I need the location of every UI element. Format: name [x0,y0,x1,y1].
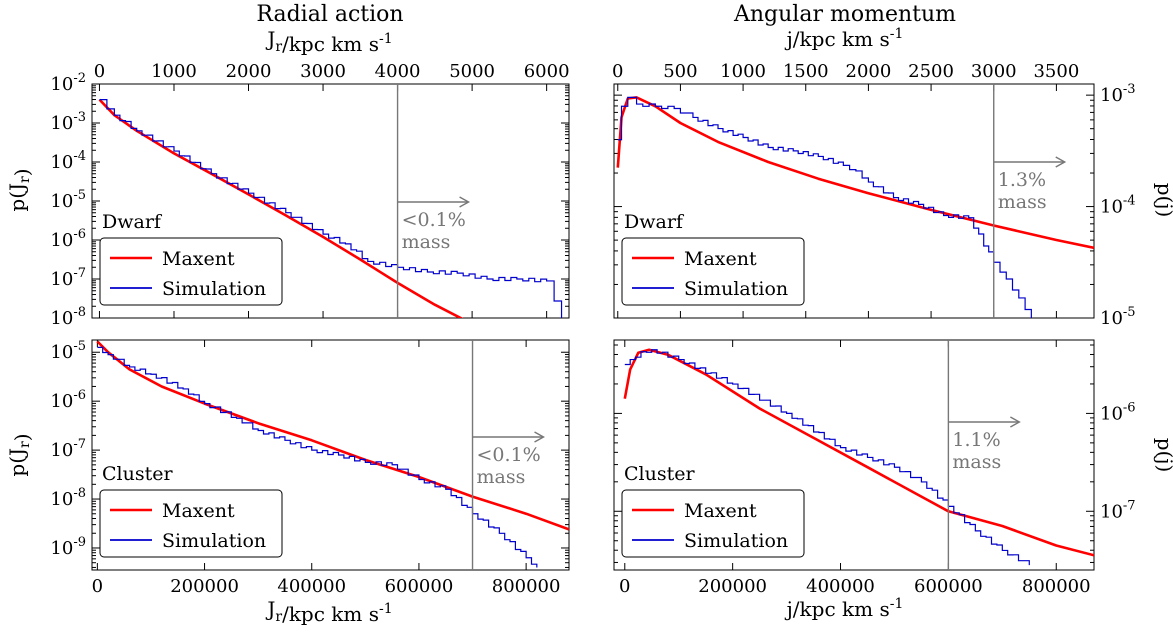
left-column-title: Radial action [256,2,403,27]
y-tick-label: 10-7 [50,266,86,290]
x-tick-label: 800000 [1022,576,1091,597]
x-tick-label: 3000 [300,61,346,82]
y-tick-label: 10-6 [50,227,86,251]
legend-entry: Maxent [684,500,757,522]
x-tick-label: 2000 [226,61,272,82]
y-tick-label: 10-4 [1100,194,1136,218]
plot-frame [613,339,1095,571]
x-tick-label: 1000 [151,61,197,82]
panel-label: Cluster [102,463,173,485]
right-top-ylabel: p(j) [1153,183,1173,218]
panel-label: Cluster [624,463,695,485]
plot-area [623,348,1094,566]
mass-fraction-label: <0.1% [402,209,466,231]
mass-label: mass [402,231,451,253]
panel-dwarf-radial: 0 1000 2000 3000 4000 5000 6000 10-2 10-3 10-4 10-… [50,61,569,329]
x-tick-label: 400000 [806,576,875,597]
y-tick-label: 10-8 [50,486,86,510]
x-tick-label: 500 [663,61,697,82]
panel-cluster-radial: 0 200000 400000 600000 800000 10-5 10-6 10-7 10-… [50,339,570,597]
y-tick-label: 10-6 [1100,400,1136,424]
left-bottom-xlabel: Jr/kpc km s-1 [265,597,392,626]
x-tick-label: 600000 [914,576,983,597]
legend-entry: Maxent [162,248,235,270]
x-tick-label: 6000 [524,61,570,82]
legend-entry: Simulation [162,530,266,552]
x-tick-label: 2500 [908,61,954,82]
legend: Maxent Simulation [621,237,805,306]
y-tick-label: 10-4 [50,149,86,173]
panel-label: Dwarf [102,211,163,233]
y-tick-label: 10-8 [50,305,86,329]
x-tick-label: 0 [94,61,105,82]
y-tick-label: 10-5 [50,339,86,363]
mass-label: mass [998,191,1047,213]
x-tick-label: 800000 [492,576,561,597]
left-bottom-ylabel: p(Jr) [5,433,34,476]
right-column-title: Angular momentum [733,2,956,27]
arrow-head-icon [1010,416,1021,428]
left-top-ylabel: p(Jr) [5,168,34,211]
mass-fraction-label: 1.1% [952,429,1000,451]
arrow-head-icon [1055,156,1067,168]
x-tick-label: 3000 [971,61,1017,82]
legend-entry: Simulation [684,278,788,300]
x-tick-label: 200000 [698,576,767,597]
simulation-line [617,96,1032,318]
x-tick-label: 0 [619,576,630,597]
x-tick-label: 0 [92,576,103,597]
legend: Maxent Simulation [621,489,805,558]
x-tick-label: 600000 [385,576,454,597]
x-tick-label: 400000 [277,576,346,597]
panel-label: Dwarf [624,211,685,233]
maxent-line [96,340,569,531]
panel-dwarf-angular: 0 500 1000 1500 2000 2500 3000 3500 10-3 10-4 10-5… [612,61,1136,329]
legend-entry: Maxent [162,500,235,522]
y-tick-label: 10-3 [50,110,86,134]
y-tick-label: 10-3 [1100,82,1136,106]
simulation-line [624,349,1030,566]
x-tick-label: 200000 [170,576,239,597]
mass-label: mass [477,466,526,488]
x-tick-label: 1000 [720,61,766,82]
y-tick-label: 10-6 [50,388,86,412]
y-tick-label: 10-7 [50,437,86,461]
y-tick-label: 10-2 [50,71,86,95]
plot-area [98,98,563,318]
x-tick-label: 3500 [1033,61,1079,82]
right-bottom-xlabel: j/kpc km s-1 [785,596,904,621]
y-tick-label: 10-5 [50,188,86,212]
legend-entry: Simulation [684,530,788,552]
right-bottom-ylabel: p(j) [1153,438,1173,473]
x-tick-label: 5000 [449,61,495,82]
maxent-line [616,96,1094,250]
maxent-line [623,348,1094,557]
plot-area [616,96,1094,318]
mass-label: mass [952,451,1001,473]
y-tick-label: 10-9 [50,535,86,559]
simulation-line [99,99,563,318]
left-top-xlabel: Jr/kpc km s-1 [265,27,392,56]
x-tick-label: 2000 [846,61,892,82]
mass-fraction-label: <0.1% [477,444,541,466]
panel-cluster-angular: 0 200000 400000 600000 800000 10-6 10-7 1.1%mas… [613,339,1136,597]
mass-fraction-label: 1.3% [998,169,1046,191]
x-tick-label: 1500 [783,61,829,82]
x-tick-label: 4000 [375,61,421,82]
legend: Maxent Simulation [99,237,283,306]
arrow-head-icon [534,431,545,443]
y-tick-label: 10-5 [1100,305,1136,329]
legend-entry: Maxent [684,248,757,270]
x-tick-label: 0 [612,61,623,82]
legend: Maxent Simulation [99,489,283,558]
legend-entry: Simulation [162,278,266,300]
plot-area [96,340,569,568]
right-top-xlabel: j/kpc km s-1 [785,26,904,51]
y-tick-label: 10-7 [1100,498,1136,522]
plot-frame [613,83,1095,319]
arrow-head-icon [459,196,471,208]
simulation-line [97,346,538,568]
